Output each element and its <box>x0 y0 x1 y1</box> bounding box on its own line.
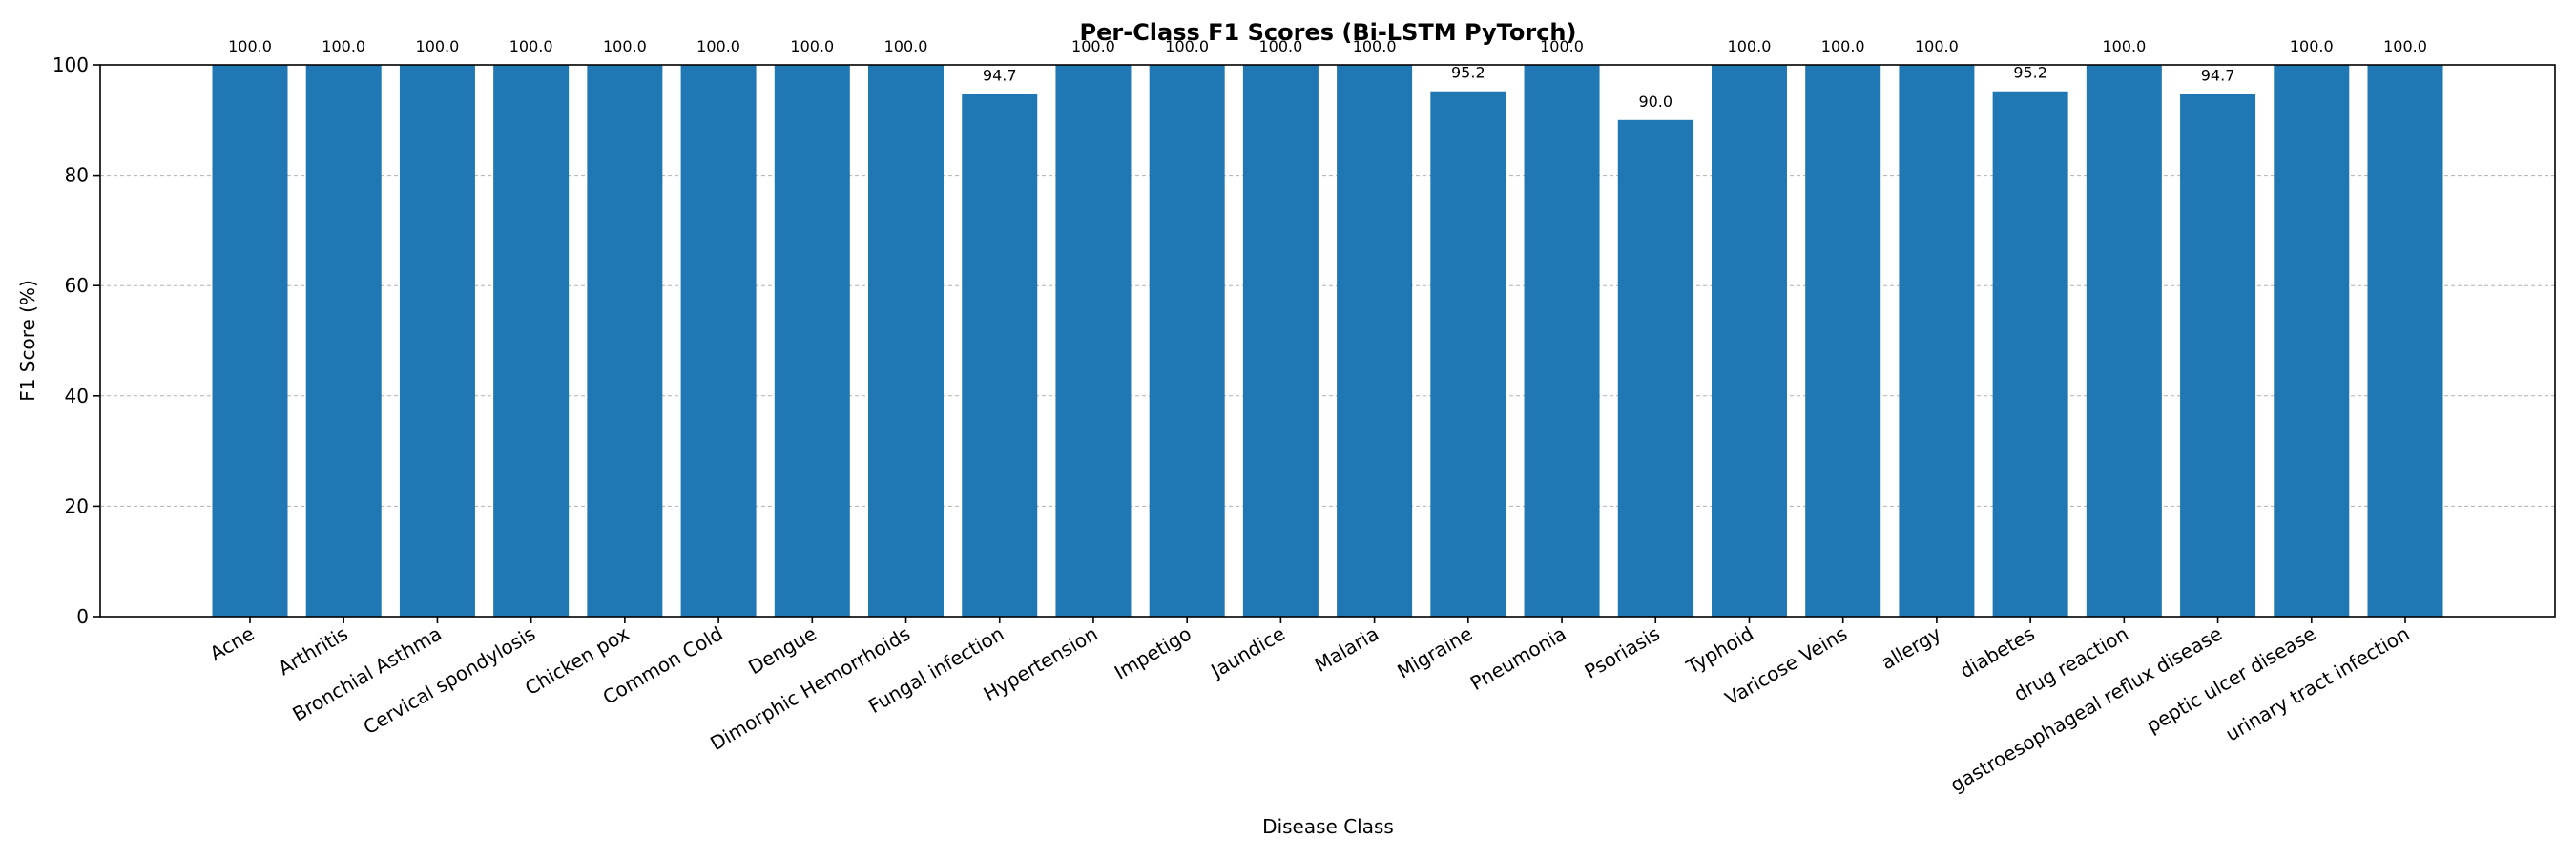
bar <box>774 65 850 617</box>
bar <box>962 94 1038 617</box>
bar-value-label: 100.0 <box>322 37 365 55</box>
bar <box>680 65 757 617</box>
x-tick-label: Dengue <box>744 622 821 680</box>
bar <box>1899 65 1975 617</box>
chart-title: Per-Class F1 Scores (Bi-LSTM PyTorch) <box>1080 19 1577 46</box>
x-tick-label: Jaundice <box>1205 622 1288 683</box>
bar-value-label: 100.0 <box>1728 37 1772 55</box>
bar-value-label: 100.0 <box>1071 37 1115 55</box>
plot-frame <box>99 64 2556 618</box>
bar-value-label: 100.0 <box>1258 37 1302 55</box>
bar <box>2086 65 2162 617</box>
bar-value-label: 100.0 <box>696 37 740 55</box>
bars <box>212 65 2443 618</box>
bar-value-label: 100.0 <box>2102 37 2146 55</box>
x-tick-label: Arthritis <box>274 622 351 681</box>
y-tick-label: 40 <box>65 385 89 408</box>
bar <box>1805 65 1881 617</box>
y-tick-label: 80 <box>65 164 89 187</box>
bar-value-label: 100.0 <box>1540 37 1584 55</box>
y-axis-ticks: 0 20 40 60 80 100 <box>52 53 100 628</box>
y-axis-label: F1 Score (%) <box>16 280 39 402</box>
bar <box>1617 119 1693 618</box>
bar <box>587 65 663 617</box>
bar <box>2180 94 2256 617</box>
bar-value-label: 100.0 <box>1915 37 1959 55</box>
x-tick-label: Impetigo <box>1111 622 1195 684</box>
bar-value-label: 100.0 <box>603 37 647 55</box>
bar-value-label: 95.2 <box>2013 64 2047 82</box>
bar-value-label: 100.0 <box>884 37 928 55</box>
bar <box>1337 65 1413 617</box>
bar-value-label: 90.0 <box>1638 93 1672 111</box>
x-tick-label: Acne <box>206 622 259 665</box>
y-tick-label: 0 <box>76 605 89 628</box>
data-labels: 100.0 100.0 100.0 100.0 100.0 100.0 100.0 100.0… <box>228 37 2427 111</box>
bar <box>2367 65 2443 617</box>
x-tick-label: diabetes <box>1956 622 2039 683</box>
bar <box>1524 65 1600 617</box>
bar-value-label: 100.0 <box>1353 37 1397 55</box>
bar <box>212 65 288 617</box>
x-tick-label: Malaria <box>1311 622 1383 677</box>
bar <box>1242 65 1319 617</box>
bar-value-label: 100.0 <box>2383 37 2427 55</box>
x-tick-label: Typhoid <box>1682 622 1757 680</box>
y-tick-label: 60 <box>65 274 89 297</box>
y-tick-label: 100 <box>52 53 89 76</box>
bar <box>1430 91 1506 617</box>
bar <box>493 65 570 617</box>
bar-value-label: 95.2 <box>1451 64 1485 82</box>
bar-value-label: 100.0 <box>1821 37 1865 55</box>
bar-value-label: 100.0 <box>509 37 553 55</box>
bar <box>305 65 382 617</box>
x-axis-label: Disease Class <box>1262 815 1394 838</box>
bar <box>399 65 475 617</box>
bar-value-label: 100.0 <box>416 37 460 55</box>
bar <box>1992 91 2068 617</box>
bar-value-label: 94.7 <box>2201 67 2235 85</box>
bar <box>1149 65 1225 617</box>
bar-value-label: 94.7 <box>983 67 1017 85</box>
x-tick-label: allergy <box>1877 621 1944 674</box>
x-tick-label: Cervical spondylosis <box>360 622 540 740</box>
y-tick-label: 20 <box>65 494 89 517</box>
bar <box>2274 65 2350 617</box>
x-tick-label: Psoriasis <box>1581 622 1664 683</box>
bar <box>868 65 945 617</box>
bar-value-label: 100.0 <box>228 37 272 55</box>
x-tick-label: Pneumonia <box>1466 622 1570 696</box>
bar <box>1055 65 1132 617</box>
bar-value-label: 100.0 <box>790 37 834 55</box>
x-tick-label: Migraine <box>1393 622 1476 683</box>
bar <box>1711 65 1787 617</box>
bar-value-label: 100.0 <box>2290 37 2334 55</box>
bar-value-label: 100.0 <box>1165 37 1209 55</box>
